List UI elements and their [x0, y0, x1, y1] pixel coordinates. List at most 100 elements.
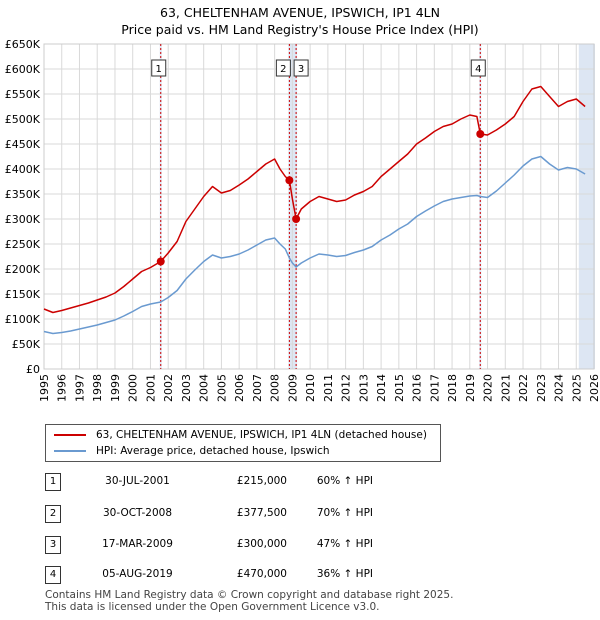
marker-badges: 1 2 3 4 — [151, 59, 486, 77]
marker-badge-label: 3 — [298, 64, 304, 75]
plot-frame — [43, 43, 595, 370]
y-tick-label: £300K — [5, 213, 41, 226]
transaction-price: £215,000 — [236, 475, 287, 487]
y-tick-label: £50K — [12, 338, 41, 351]
price-chart: 1 2 3 4 £0 £50K £100K £150K £200K £250K £300K £350… — [5, 38, 600, 402]
marker-badge-label: 1 — [156, 64, 162, 75]
sale-points — [156, 130, 485, 266]
x-tick-label: 2016 — [411, 374, 424, 402]
y-tick-label: £400K — [5, 163, 41, 176]
footer-license: This data is licensed under the Open Gov… — [45, 601, 380, 613]
grid-lines — [43, 43, 595, 370]
transaction-date: 30-JUL-2001 — [105, 475, 170, 487]
x-tick-label: 1995 — [38, 374, 51, 402]
x-tick-label: 2015 — [393, 374, 406, 402]
transaction-hpi: 60% ↑ HPI — [316, 475, 373, 487]
legend-swatch-property — [54, 434, 86, 436]
x-tick-label: 2004 — [198, 374, 211, 402]
transaction-date: 30-OCT-2008 — [103, 507, 172, 519]
y-tick-label: £100K — [5, 313, 41, 326]
y-tick-label: £500K — [5, 113, 41, 126]
table-row: 4 05-AUG-2019 £470,000 36% ↑ HPI — [45, 566, 465, 586]
table-row: 1 30-JUL-2001 £215,000 60% ↑ HPI — [45, 473, 465, 493]
property-price-line — [43, 85, 586, 314]
x-axis: 1995 1996 1997 1998 1999 2000 2001 2002 2003 2004… — [38, 374, 600, 402]
marker-badge-label: 2 — [280, 64, 286, 75]
x-tick-label: 2022 — [517, 374, 530, 402]
x-tick-label: 2003 — [180, 374, 193, 402]
y-tick-label: £200K — [5, 263, 41, 276]
x-tick-label: 2005 — [215, 374, 228, 402]
x-tick-label: 2012 — [340, 374, 353, 402]
series-lines — [43, 85, 586, 335]
marker-badge-label: 4 — [475, 64, 481, 75]
x-tick-label: 2021 — [499, 374, 512, 402]
x-tick-label: 2014 — [375, 374, 388, 402]
sale-point — [285, 176, 294, 185]
transaction-date: 05-AUG-2019 — [102, 568, 173, 580]
transaction-price: £300,000 — [236, 538, 287, 550]
y-tick-label: £650K — [5, 38, 41, 51]
y-tick-label: £350K — [5, 188, 41, 201]
x-tick-label: 1996 — [56, 374, 69, 402]
x-tick-label: 2019 — [464, 374, 477, 402]
transaction-price: £377,500 — [236, 507, 287, 519]
transaction-date: 17-MAR-2009 — [102, 538, 173, 550]
title-line-2: Price paid vs. HM Land Registry's House … — [121, 22, 479, 37]
transaction-number: 3 — [45, 536, 61, 554]
x-tick-label: 2000 — [127, 374, 140, 402]
y-tick-label: £550K — [5, 88, 41, 101]
x-tick-label: 2026 — [588, 374, 600, 402]
legend-label-hpi: HPI: Average price, detached house, Ipsw… — [96, 445, 330, 457]
transaction-hpi: 70% ↑ HPI — [316, 507, 373, 519]
x-tick-label: 2013 — [357, 374, 370, 402]
marker-badge — [275, 59, 291, 77]
x-tick-label: 2017 — [428, 374, 441, 402]
sale-point — [156, 257, 165, 266]
marker-badge — [470, 59, 486, 77]
y-tick-label: £250K — [5, 238, 41, 251]
legend-label-property: 63, CHELTENHAM AVENUE, IPSWICH, IP1 4LN … — [96, 429, 427, 441]
x-tick-label: 2011 — [322, 374, 335, 402]
transaction-number: 1 — [45, 473, 61, 491]
footer: Contains HM Land Registry data © Crown c… — [45, 589, 453, 613]
shaded-region — [479, 44, 482, 369]
footer-copyright: Contains HM Land Registry data © Crown c… — [45, 589, 454, 601]
x-tick-label: 2006 — [233, 374, 246, 402]
transaction-hpi: 36% ↑ HPI — [316, 568, 373, 580]
x-tick-label: 2025 — [570, 374, 583, 402]
shaded-region — [159, 44, 162, 369]
x-tick-label: 2024 — [553, 374, 566, 402]
marker-badge — [293, 59, 309, 77]
x-tick-label: 1998 — [91, 374, 104, 402]
x-tick-label: 2001 — [144, 374, 157, 402]
transaction-number: 4 — [45, 566, 61, 584]
transaction-number: 2 — [45, 505, 61, 523]
y-tick-label: £600K — [5, 63, 41, 76]
chart-title: 63, CHELTENHAM AVENUE, IPSWICH, IP1 4LN … — [0, 4, 600, 38]
sale-point — [292, 215, 301, 223]
x-tick-label: 2023 — [535, 374, 548, 402]
legend: 63, CHELTENHAM AVENUE, IPSWICH, IP1 4LN … — [45, 424, 441, 462]
marker-badge — [151, 59, 167, 77]
transaction-price: £470,000 — [236, 568, 287, 580]
y-tick-label: £0 — [26, 363, 40, 376]
y-axis: £0 £50K £100K £150K £200K £250K £300K £350K £400… — [5, 38, 41, 376]
x-tick-label: 1997 — [73, 374, 86, 402]
shaded-region — [578, 44, 595, 369]
transaction-hpi: 47% ↑ HPI — [316, 538, 373, 550]
x-tick-label: 2010 — [304, 374, 317, 402]
x-tick-label: 1999 — [109, 374, 122, 402]
legend-item-property: 63, CHELTENHAM AVENUE, IPSWICH, IP1 4LN … — [54, 427, 427, 443]
table-row: 3 17-MAR-2009 £300,000 47% ↑ HPI — [45, 536, 465, 556]
legend-swatch-hpi — [54, 450, 86, 452]
x-tick-label: 2018 — [446, 374, 459, 402]
sale-point — [476, 130, 485, 138]
x-tick-label: 2008 — [269, 374, 282, 402]
x-tick-label: 2007 — [251, 374, 264, 402]
y-tick-label: £150K — [5, 288, 41, 301]
x-tick-label: 2002 — [162, 374, 175, 402]
table-row: 2 30-OCT-2008 £377,500 70% ↑ HPI — [45, 505, 465, 525]
legend-item-hpi: HPI: Average price, detached house, Ipsw… — [54, 443, 330, 459]
x-tick-label: 2009 — [286, 374, 299, 402]
